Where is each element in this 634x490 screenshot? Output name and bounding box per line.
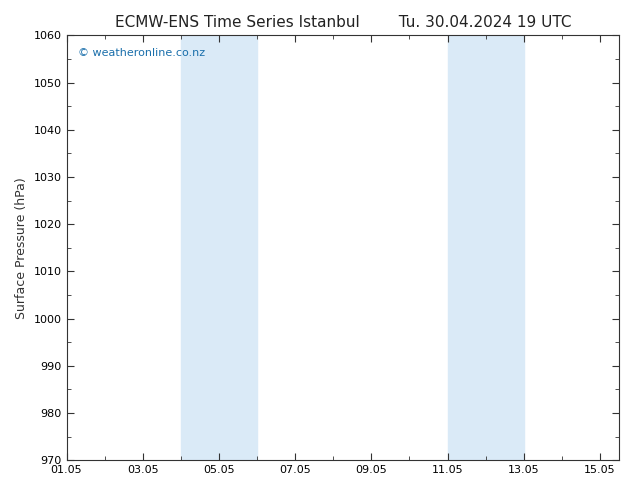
- Bar: [181, 35, 257, 460]
- Y-axis label: Surface Pressure (hPa): Surface Pressure (hPa): [15, 177, 28, 318]
- Text: © weatheronline.co.nz: © weatheronline.co.nz: [77, 48, 205, 58]
- Title: ECMW-ENS Time Series Istanbul        Tu. 30.04.2024 19 UTC: ECMW-ENS Time Series Istanbul Tu. 30.04.…: [115, 15, 571, 30]
- Bar: [448, 35, 524, 460]
